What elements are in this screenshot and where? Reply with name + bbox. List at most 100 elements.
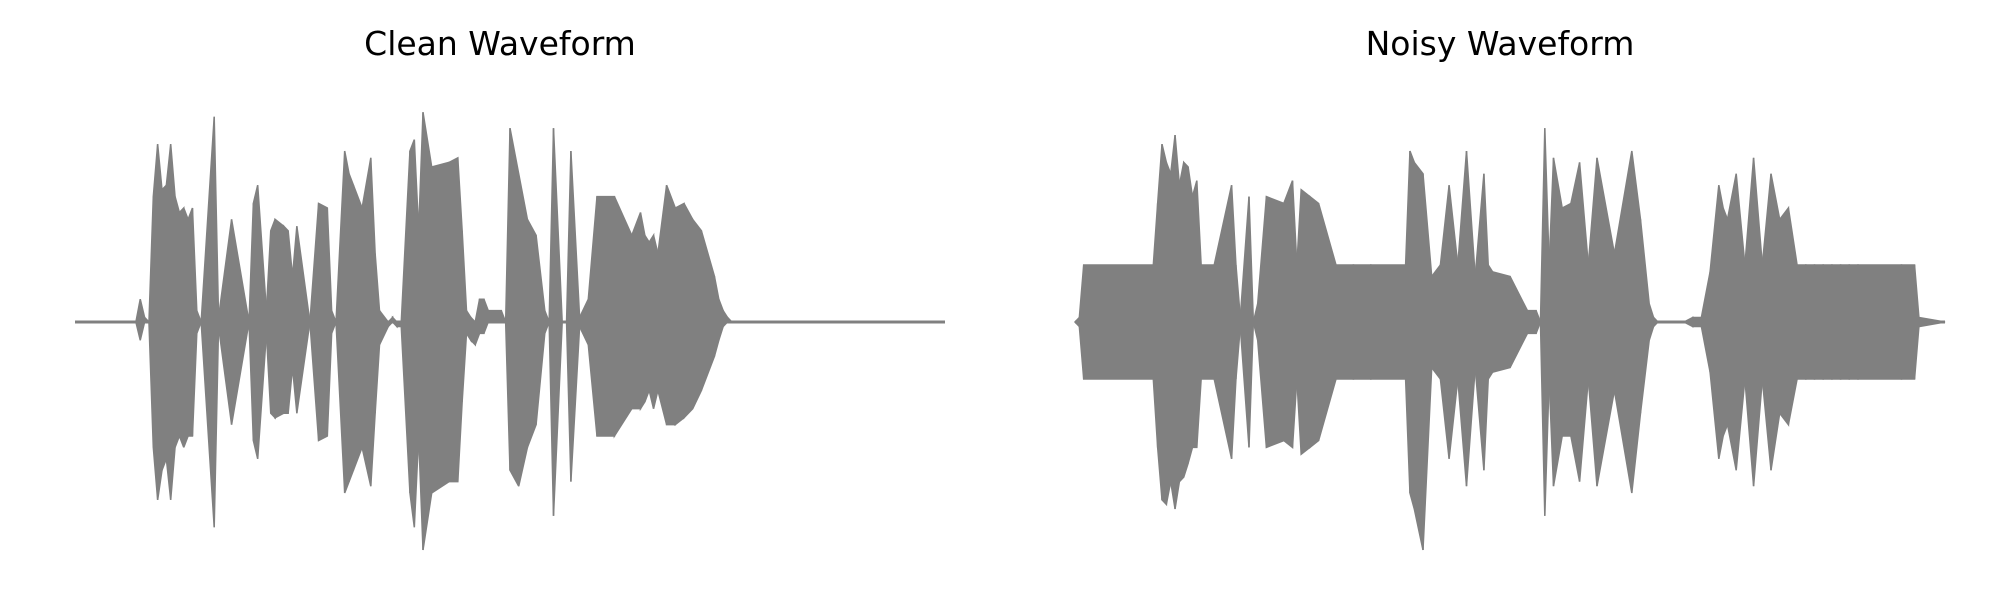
chart-title: Noisy Waveform: [1365, 24, 1635, 63]
waveform-segment: [1465, 150, 1476, 487]
waveform-segment: [361, 157, 372, 487]
waveform-segment: [352, 184, 363, 471]
waveform-segment: [1744, 157, 1755, 487]
waveform-segment: [1822, 264, 1833, 380]
waveform-segment: [587, 196, 598, 437]
waveform-segment: [1813, 264, 1824, 380]
waveform-segment: [1439, 185, 1450, 459]
waveform-segment: [1639, 219, 1650, 414]
waveform-segment: [1857, 264, 1903, 380]
waveform-segment: [1526, 309, 1537, 335]
waveform-segment: [422, 112, 433, 551]
waveform-segment: [487, 309, 503, 323]
waveform-segment: [657, 185, 668, 425]
waveform-segment: [500, 310, 507, 323]
waveform-segment: [1596, 157, 1616, 487]
waveform-segment: [1561, 202, 1572, 437]
waveform-segment: [1309, 195, 1320, 449]
waveform-segment: [1587, 157, 1598, 487]
waveform-segment: [570, 150, 581, 482]
noisy-waveform-panel: Noisy Waveform: [1000, 0, 2000, 600]
waveform-segment: [1352, 264, 1372, 380]
waveform-segment: [196, 310, 202, 334]
waveform-segment: [535, 235, 546, 425]
waveform-segment: [1613, 150, 1633, 494]
waveform-segment: [700, 230, 716, 391]
waveform-segment: [430, 161, 450, 495]
waveform-segment: [1848, 264, 1859, 380]
waveform-segment: [1335, 264, 1355, 380]
waveform-segment: [1839, 264, 1851, 380]
waveform-segment: [317, 202, 329, 442]
waveform-segment: [544, 310, 550, 334]
waveform-segment: [1256, 196, 1268, 448]
waveform-segment: [1535, 310, 1542, 334]
waveform-segment: [217, 219, 233, 425]
waveform-segment: [1552, 157, 1563, 487]
waveform-segment: [1752, 157, 1764, 487]
waveform-segment: [378, 308, 389, 346]
waveform-segment: [256, 185, 268, 459]
waveform-segment: [1805, 264, 1816, 380]
waveform-segment: [1735, 173, 1746, 471]
waveform-segment: [1778, 205, 1790, 427]
waveform-segment: [1796, 264, 1807, 380]
waveform-segment: [1200, 264, 1215, 380]
waveform-segment: [526, 219, 537, 448]
waveform-segment: [1831, 264, 1842, 380]
waveform-segment: [1918, 316, 1946, 328]
waveform-segment: [1726, 173, 1737, 471]
waveform-segment: [691, 217, 703, 409]
waveform-segment: [1265, 195, 1285, 449]
waveform-segment: [1900, 264, 1916, 380]
waveform-segment: [1370, 264, 1407, 380]
waveform-segment: [665, 184, 677, 426]
waveform-segment: [1283, 180, 1294, 449]
chart-title: Clean Waveform: [364, 24, 636, 63]
waveform-segment: [309, 203, 320, 441]
waveform-segment: [683, 203, 694, 420]
waveform-segment: [335, 150, 346, 494]
waveform-segment: [509, 128, 520, 487]
waveform-segment: [1770, 173, 1781, 471]
waveform-segment: [1652, 315, 1659, 329]
waveform-segment: [1691, 316, 1703, 328]
waveform-segment: [1317, 203, 1337, 441]
waveform-segment: [674, 202, 685, 427]
waveform-segment: [1474, 173, 1485, 471]
waveform-segment: [1300, 188, 1311, 456]
waveform-segment: [448, 156, 459, 483]
waveform-segment: [296, 226, 311, 414]
waveform-segment: [1491, 270, 1511, 374]
waveform-segment: [631, 212, 642, 410]
noisy-waveform-chart: [1073, 128, 1946, 551]
waveform-segment: [1430, 262, 1442, 382]
waveform-segment: [1422, 173, 1433, 551]
waveform-segment: [1570, 162, 1581, 482]
waveform-segment: [1787, 207, 1798, 425]
waveform-segment: [1578, 162, 1590, 482]
waveform-segment: [143, 315, 151, 323]
waveform-segment: [1700, 271, 1711, 373]
waveform-segment: [1761, 173, 1772, 471]
waveform-segment: [200, 116, 215, 528]
waveform-segment: [400, 150, 411, 494]
waveform-segment: [578, 298, 590, 346]
waveform-segment: [1631, 150, 1642, 494]
waveform-segment: [1448, 185, 1459, 459]
waveform-segment: [1082, 264, 1155, 380]
waveform-segment: [330, 310, 337, 334]
waveform-segment: [517, 173, 529, 487]
clean-waveform-panel: Clean Waveform: [75, 24, 945, 551]
waveform-segment: [1709, 185, 1720, 459]
waveform-segment: [230, 219, 250, 425]
waveform-segment: [1457, 150, 1468, 487]
waveform-segment: [1213, 185, 1233, 459]
waveform-segment: [596, 195, 616, 437]
waveform-segment: [1413, 160, 1424, 551]
waveform-segment: [552, 128, 563, 516]
clean-waveform-chart: [75, 112, 945, 551]
waveform-segment: [1682, 316, 1694, 328]
waveform-segment: [1248, 196, 1255, 448]
waveform-segment: [1509, 276, 1529, 368]
